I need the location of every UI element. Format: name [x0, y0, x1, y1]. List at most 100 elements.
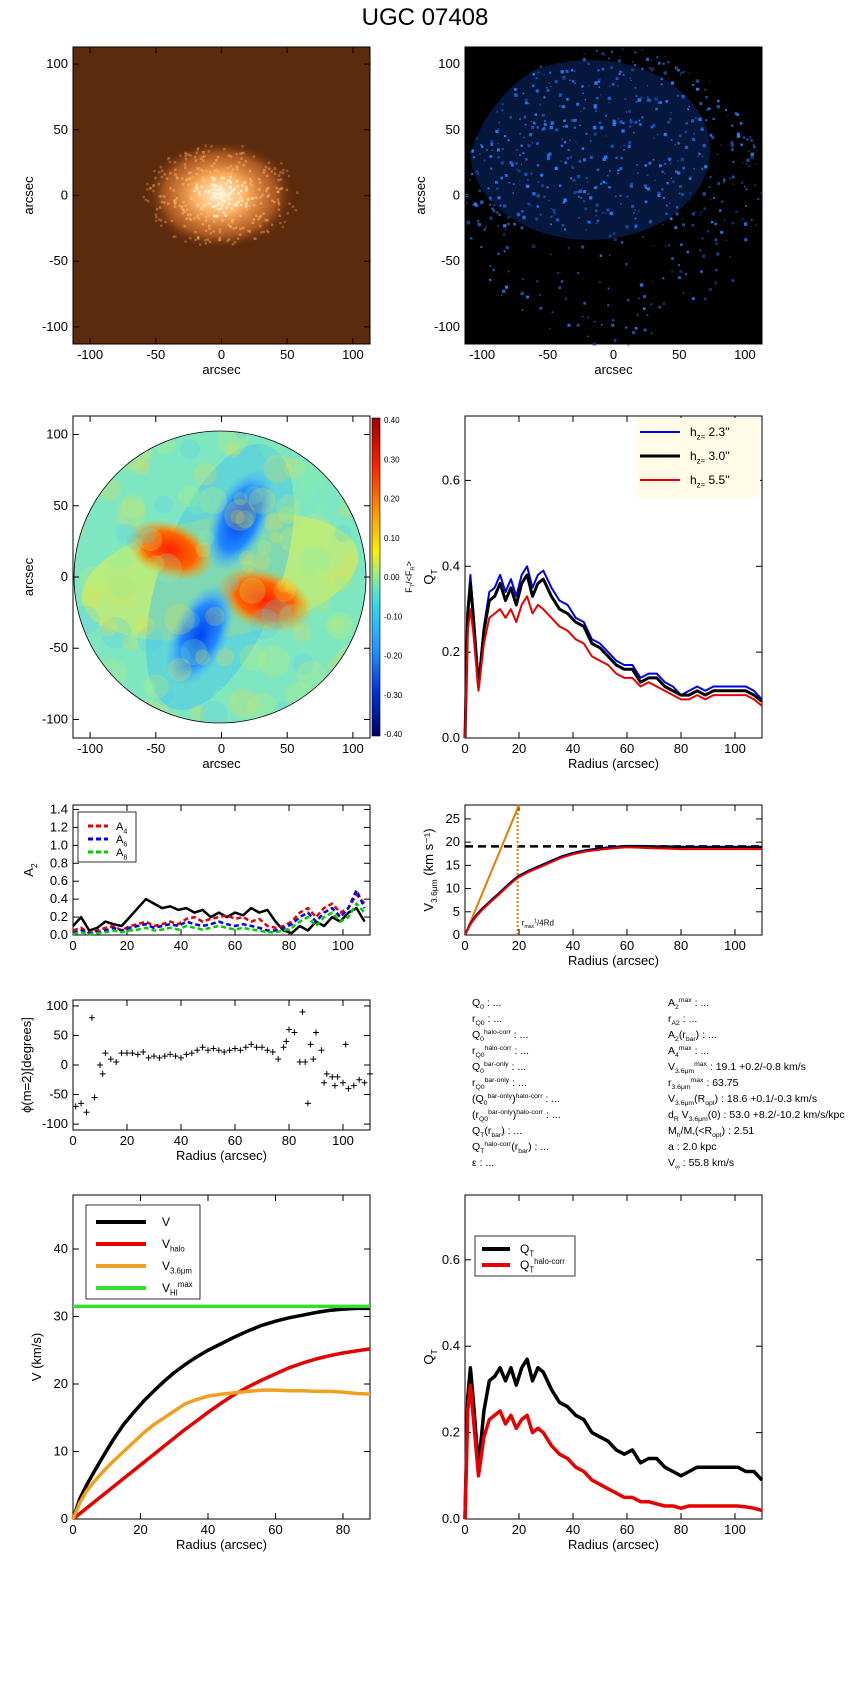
blue-pixel	[593, 104, 597, 108]
y-tick-label: 1.0	[50, 837, 68, 852]
blue-pixel	[634, 217, 637, 220]
galaxy-pixel	[291, 205, 295, 208]
blue-pixel	[492, 208, 495, 211]
blue-pixel	[685, 273, 688, 276]
x-tick-label: 50	[672, 347, 686, 362]
y-tick-label: 0.0	[50, 927, 68, 942]
map-blob	[107, 543, 134, 569]
blue-pixel	[582, 315, 584, 317]
blue-pixel	[576, 174, 581, 179]
map-blob	[134, 698, 154, 718]
blue-pixel	[702, 192, 706, 196]
blue-pixel	[703, 207, 706, 210]
blue-pixel	[507, 139, 510, 142]
blue-pixel	[727, 144, 729, 146]
blue-pixel	[599, 94, 602, 96]
map-blob	[244, 485, 264, 505]
blue-pixel	[613, 338, 617, 343]
blue-pixel	[669, 217, 673, 221]
x-tick-label: 60	[620, 938, 634, 953]
blue-pixel	[741, 181, 744, 184]
blue-pixel	[750, 218, 753, 221]
galaxy-pixel	[229, 155, 233, 158]
phase-point	[161, 1053, 168, 1060]
map-blob	[74, 514, 87, 528]
map-blob	[340, 485, 359, 503]
galaxy-pixel	[234, 226, 238, 229]
blue-pixel	[552, 208, 556, 212]
colorbar-tick-label: -0.20	[384, 652, 403, 661]
phase-point	[237, 1047, 244, 1054]
x-tick-label: 100	[342, 347, 364, 362]
blue-pixel	[644, 164, 648, 167]
blue-pixel	[536, 194, 540, 198]
blue-pixel	[657, 61, 661, 65]
galaxy-pixel	[198, 193, 201, 196]
param-left-6: (Q0bar-only)halo-corr : ...	[472, 1093, 560, 1107]
blue-pixel	[620, 157, 623, 160]
galaxy-pixel	[183, 224, 187, 228]
x-tick-label: 0	[610, 347, 617, 362]
galaxy-pixel	[220, 176, 224, 180]
blue-pixel	[681, 219, 683, 220]
blue-pixel	[663, 197, 665, 199]
blue-pixel	[488, 196, 492, 200]
phase-point	[269, 1049, 276, 1055]
map-blob	[279, 604, 307, 632]
blue-pixel	[621, 48, 624, 51]
galaxy-pixel	[237, 192, 240, 195]
blue-pixel	[536, 142, 539, 145]
galaxy-pixel	[222, 176, 226, 180]
vcomp-series-1	[71, 1347, 371, 1521]
map-blob	[314, 566, 327, 580]
map-blob	[292, 480, 315, 503]
x-axis-label: arcsec	[594, 362, 633, 377]
blue-pixel	[680, 243, 683, 246]
galaxy-pixel	[267, 161, 271, 165]
galaxy-pixel	[235, 152, 238, 156]
x-tick-label: 80	[282, 938, 296, 953]
map-blob	[96, 463, 112, 480]
blue-pixel	[491, 149, 493, 151]
y-tick-label: 10	[446, 881, 460, 896]
blue-pixel	[583, 53, 585, 55]
blue-pixel	[593, 132, 597, 136]
blue-pixel	[663, 71, 667, 75]
map-blob	[288, 703, 312, 723]
map-blob	[278, 506, 297, 524]
galaxy-pixel	[189, 171, 193, 174]
fourier-legend-box	[77, 811, 137, 863]
galaxy-pixel	[234, 174, 237, 177]
blue-pixel	[742, 218, 744, 220]
blue-pixel	[595, 215, 597, 217]
galaxy-pixel	[187, 183, 190, 186]
x-tick-label: -100	[77, 347, 103, 362]
galaxy-pixel	[236, 201, 240, 204]
galaxy-pixel	[245, 186, 248, 189]
colorbar-tick-label: 0.20	[384, 495, 400, 504]
phase-point	[310, 1056, 317, 1063]
blue-pixel	[607, 304, 610, 307]
blue-pixel	[669, 117, 672, 121]
blue-pixel	[554, 213, 556, 215]
blue-pixel	[662, 223, 664, 226]
galaxy-pixel	[277, 203, 281, 206]
blue-pixel	[623, 144, 625, 146]
map-blob	[139, 528, 163, 552]
galaxy-pixel	[203, 204, 206, 207]
blue-pixel	[567, 246, 570, 250]
map-blob	[110, 449, 125, 464]
blue-lobe-bottom	[165, 583, 235, 687]
blue-pixel	[667, 61, 670, 63]
map-blob	[314, 597, 329, 612]
blue-pixel	[665, 212, 668, 215]
blue-pixel	[664, 245, 667, 247]
phase-point	[280, 1044, 287, 1051]
blue-pixel	[619, 70, 622, 73]
galaxy-pixel	[255, 214, 258, 218]
galaxy-pixel	[188, 236, 192, 240]
blue-pixel	[609, 169, 611, 172]
y-tick-label: 40	[54, 1241, 68, 1256]
blue-pixel	[609, 211, 614, 216]
y-tick-label: 0	[453, 927, 460, 942]
